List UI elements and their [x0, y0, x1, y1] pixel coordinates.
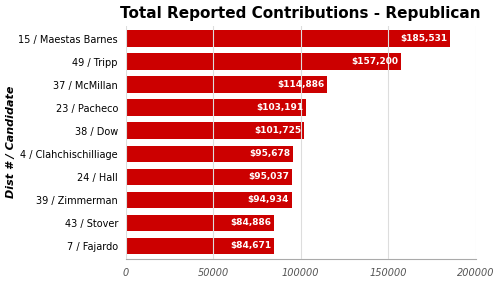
Text: $103,191: $103,191	[256, 103, 304, 112]
Text: $95,678: $95,678	[250, 149, 290, 158]
Y-axis label: Dist # / Candidate: Dist # / Candidate	[6, 86, 16, 199]
Bar	[126, 169, 292, 185]
Text: $84,886: $84,886	[230, 218, 272, 227]
Text: $84,671: $84,671	[230, 241, 271, 250]
Bar	[126, 122, 304, 139]
Bar	[126, 53, 401, 70]
Text: $94,934: $94,934	[248, 195, 289, 204]
Bar	[126, 192, 292, 208]
Bar	[126, 76, 326, 93]
Text: $185,531: $185,531	[400, 34, 448, 43]
Text: $95,037: $95,037	[248, 172, 290, 181]
Bar	[126, 99, 306, 116]
Text: $114,886: $114,886	[277, 80, 324, 89]
Bar	[126, 238, 274, 254]
Title: Total Reported Contributions - Republican: Total Reported Contributions - Republica…	[120, 6, 481, 20]
Text: $101,725: $101,725	[254, 126, 301, 135]
Bar	[126, 30, 450, 47]
Bar	[126, 215, 274, 231]
Bar	[126, 145, 293, 162]
Text: $157,200: $157,200	[351, 57, 398, 66]
